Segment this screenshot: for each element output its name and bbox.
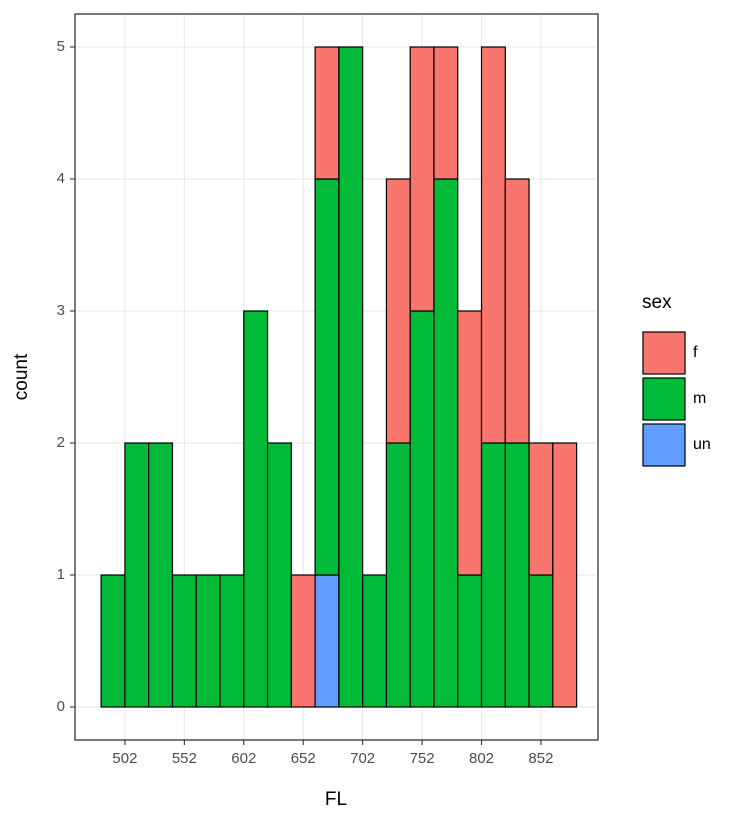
bar — [266, 442, 292, 708]
legend-title: sex — [642, 292, 672, 313]
legend-label: f — [693, 344, 698, 361]
bar — [504, 178, 530, 444]
bar — [528, 442, 554, 576]
bar — [148, 442, 174, 708]
bar — [314, 574, 340, 708]
x-tick-label: 602 — [231, 750, 256, 767]
legend-swatch — [642, 423, 686, 467]
bar — [290, 574, 316, 708]
bar — [219, 574, 245, 708]
bar — [195, 574, 221, 708]
x-tick-label: 802 — [469, 750, 494, 767]
x-tick-label: 702 — [350, 750, 375, 767]
bar — [480, 46, 506, 444]
bar — [385, 442, 411, 708]
x-axis-title: FL — [325, 789, 347, 810]
bar — [100, 574, 126, 708]
x-tick-label: 652 — [291, 750, 316, 767]
bar — [314, 178, 340, 576]
bar — [457, 310, 483, 576]
x-tick-label: 502 — [112, 750, 137, 767]
y-tick-label: 0 — [57, 698, 65, 715]
legend-label: m — [693, 390, 706, 407]
legend-label: un — [693, 436, 711, 453]
x-tick-label: 752 — [410, 750, 435, 767]
x-tick-label: 852 — [528, 750, 553, 767]
bar — [409, 46, 435, 312]
bar — [433, 46, 459, 180]
bar — [362, 574, 388, 708]
legend-swatch — [642, 377, 686, 421]
x-tick-label: 552 — [172, 750, 197, 767]
bar — [171, 574, 197, 708]
bar — [314, 46, 340, 180]
bar — [504, 442, 530, 708]
y-tick-label: 1 — [57, 566, 65, 583]
y-tick-label: 5 — [57, 38, 65, 55]
bar — [457, 574, 483, 708]
bar — [338, 46, 364, 708]
bar — [243, 310, 269, 708]
y-axis-title: count — [11, 353, 32, 400]
panel-border — [74, 13, 599, 741]
bar — [124, 442, 150, 708]
legend-swatch — [642, 331, 686, 375]
y-tick-label: 4 — [57, 170, 65, 187]
bar — [409, 310, 435, 708]
bar — [480, 442, 506, 708]
bar — [385, 178, 411, 444]
y-tick-label: 3 — [57, 302, 65, 319]
bar — [528, 574, 554, 708]
bar — [433, 178, 459, 708]
bar — [552, 442, 578, 708]
y-tick-label: 2 — [57, 434, 65, 451]
